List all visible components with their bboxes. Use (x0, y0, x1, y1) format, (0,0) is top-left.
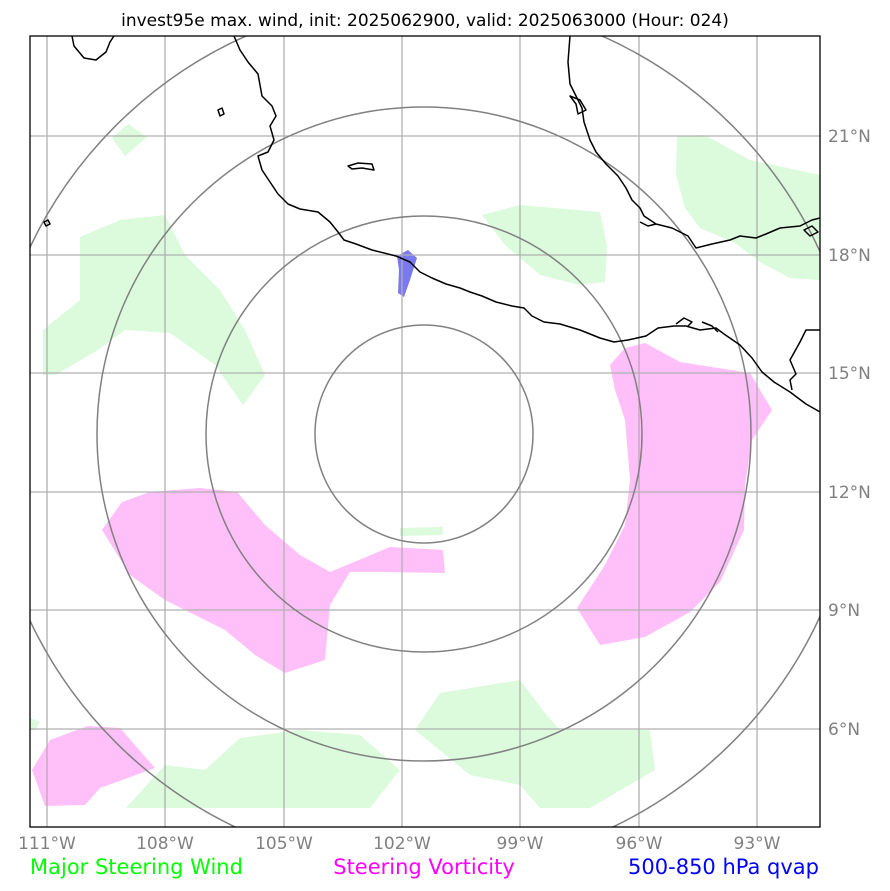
lon-tick-93w: 93°W (734, 834, 781, 854)
legend-steering-vorticity: Steering Vorticity (333, 855, 515, 879)
lat-tick-labels: 21°N 18°N 15°N 12°N 9°N 6°N (828, 127, 871, 740)
island-west-coast (347, 162, 375, 171)
wind-region-west (43, 215, 265, 405)
wind-region-south-center (415, 680, 655, 808)
coastlines (43, 36, 820, 413)
legend: Major Steering Wind Steering Vorticity 5… (30, 855, 819, 879)
lat-tick-21n: 21°N (828, 127, 871, 147)
lat-tick-9n: 9°N (828, 601, 860, 621)
coastline-guatemala (789, 329, 820, 391)
plot-area (30, 36, 820, 827)
island-tres-marias (217, 107, 225, 117)
lat-tick-18n: 18°N (828, 246, 871, 266)
vorticity-region-southwest (32, 726, 155, 806)
wind-region-northeast (676, 135, 820, 280)
lon-tick-99w: 99°W (497, 834, 544, 854)
map-title: invest95e max. wind, init: 2025062900, v… (121, 11, 729, 31)
lat-tick-15n: 15°N (828, 364, 871, 384)
range-ring-3 (96, 106, 752, 762)
vorticity-region-east (577, 343, 772, 645)
wind-region-south-west (126, 730, 400, 808)
coastline-gulf-detail (569, 95, 587, 115)
wind-region-small-center (400, 527, 443, 536)
plot-frame (29, 35, 821, 828)
range-ring-1 (314, 324, 534, 544)
lat-tick-6n: 6°N (828, 720, 860, 740)
lon-tick-102w: 102°W (373, 834, 431, 854)
gridlines (30, 36, 820, 827)
wind-region-edge-west (30, 718, 40, 730)
lon-tick-labels: 111°W 108°W 105°W 102°W 99°W 96°W 93°W (18, 834, 781, 854)
coastline-yucatan-west (639, 221, 657, 227)
coastline-gulf-of-mexico (567, 36, 820, 249)
steering-wind-fill (30, 124, 820, 808)
lon-tick-111w: 111°W (18, 834, 76, 854)
vorticity-region-west-center (102, 488, 445, 673)
coastline-mexico-pacific (233, 36, 820, 413)
steering-vorticity-fill (32, 343, 772, 806)
wind-region-nw-small (112, 124, 147, 156)
range-ring-2 (205, 215, 643, 653)
lon-tick-108w: 108°W (136, 834, 194, 854)
lon-tick-105w: 105°W (255, 834, 313, 854)
coastline-tehuantepec (675, 317, 719, 333)
lon-tick-96w: 96°W (616, 834, 663, 854)
legend-steering-wind: Major Steering Wind (30, 855, 243, 879)
coastline-east-detail (803, 225, 819, 237)
range-rings (30, 36, 820, 827)
coastline-baja-tip (71, 36, 115, 61)
lat-tick-12n: 12°N (828, 483, 871, 503)
island-small-west (43, 219, 51, 227)
wind-region-north-center (482, 205, 607, 285)
legend-qvap: 500-850 hPa qvap (628, 855, 819, 879)
